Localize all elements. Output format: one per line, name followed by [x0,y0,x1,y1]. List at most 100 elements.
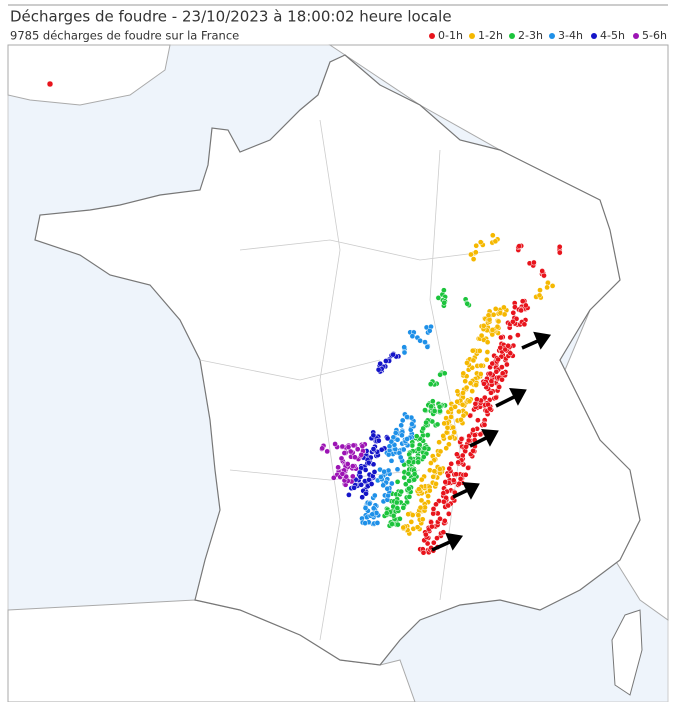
strike [499,364,505,370]
strike [456,480,463,487]
strike [440,490,447,497]
strike [442,479,449,485]
strike [383,358,389,364]
title: Décharges de foudre - 23/10/2023 à 18:00… [10,8,452,26]
arrow [431,539,453,552]
strike [471,432,478,439]
strike [556,249,563,256]
strike [428,460,434,466]
strike [423,531,429,538]
strike [450,424,456,431]
strike [404,414,410,420]
strike [392,430,399,436]
strike [470,447,477,454]
strike [504,361,510,368]
strike [448,460,455,467]
strike [462,378,469,385]
strike [371,492,378,499]
strike [453,471,459,478]
strike [516,243,523,249]
strike [383,510,390,517]
strike [339,443,346,450]
strike [409,421,415,427]
strike [502,346,509,353]
strike [401,344,408,351]
strike [447,434,453,441]
legend-marker [429,33,435,39]
strike [499,376,505,383]
strike [456,408,462,415]
strike [362,467,369,473]
strike [369,511,376,518]
strike [510,318,516,325]
strike [409,333,416,340]
strike [457,475,464,482]
strike [430,539,437,546]
strike [344,461,351,467]
strike [452,403,458,410]
strike [544,284,550,291]
strike [400,446,407,453]
strike [454,451,460,458]
strike [466,398,473,405]
strike [366,500,373,507]
france [34,54,641,666]
strike [420,454,427,460]
strike [378,474,384,480]
strike [365,459,372,466]
strike [478,362,484,369]
strike [399,432,405,439]
strike [357,473,364,480]
legend-label: 5-6h [642,29,667,42]
strike [490,311,497,318]
strike [539,268,546,274]
strike [380,482,387,489]
strike [419,516,426,523]
strike [495,318,502,325]
strike [498,334,504,341]
strike [445,472,452,479]
strike [473,242,480,249]
strike [374,520,381,526]
strike [507,350,514,357]
strike [351,484,357,491]
arrow [495,394,517,408]
strike [481,422,488,428]
strike [394,505,401,512]
strike [430,473,437,480]
strike [400,504,407,511]
strike [388,457,395,464]
strike [405,458,412,465]
strike [521,321,528,328]
legend-marker [549,33,555,39]
strike [46,80,54,88]
arrow-head [509,387,527,406]
strike [350,442,357,449]
strike [425,493,431,499]
strike [370,446,377,452]
arrow-head [462,481,480,500]
strike [481,394,488,401]
strike [489,360,496,367]
strike [406,493,413,500]
strike [421,445,428,452]
strike [416,486,422,493]
strike [390,512,397,519]
strike [505,342,512,349]
strike [493,394,499,401]
strike [428,403,435,410]
strike [437,466,443,472]
strike [437,448,444,455]
strike [338,455,345,462]
strike [444,424,451,431]
strike [480,322,487,329]
strike [429,398,436,405]
strike [450,477,457,484]
arrow-head [481,428,499,447]
legend-label: 4-5h [600,29,625,42]
strike [465,465,471,471]
strike [501,311,508,318]
strike [536,292,543,299]
strike [423,419,429,426]
